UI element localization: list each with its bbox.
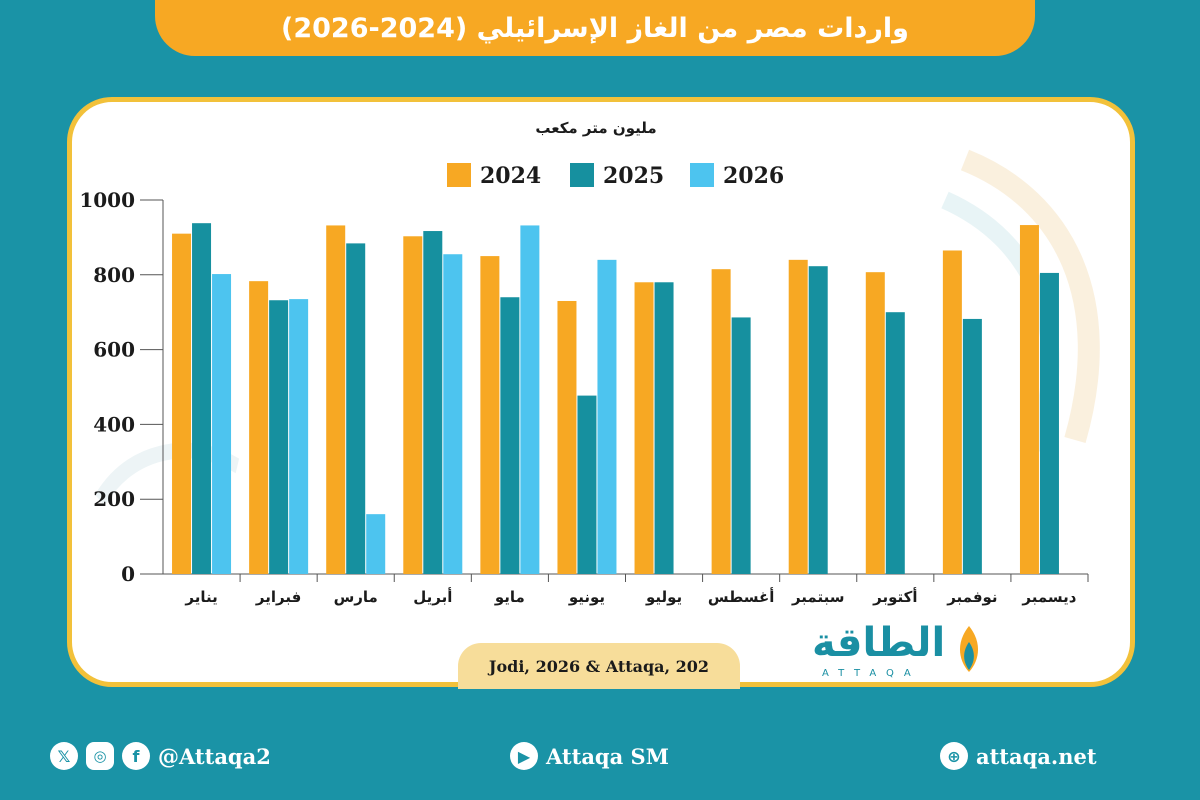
x-tick-label: يونيو bbox=[568, 588, 605, 606]
y-axis-label: مليون متر مكعب bbox=[535, 119, 656, 137]
bar-2024-11 bbox=[1019, 225, 1039, 575]
bar-2024-4 bbox=[480, 256, 500, 574]
legend-swatch-2026 bbox=[690, 163, 714, 187]
flame-icon bbox=[959, 626, 979, 672]
logo-latin-text: ATTAQA bbox=[822, 668, 921, 679]
legend-label-2026: 2026 bbox=[723, 163, 784, 189]
source-label: Jodi, 2026 & Attaqa, 202 bbox=[458, 643, 740, 689]
youtube-icon[interactable]: ▶ bbox=[510, 742, 538, 770]
y-tick-label: 400 bbox=[93, 412, 135, 436]
y-tick-label: 1000 bbox=[79, 188, 135, 212]
bar-2026-1 bbox=[289, 299, 309, 574]
page-title: واردات مصر من الغاز الإسرائيلي (2024-202… bbox=[281, 12, 909, 44]
x-icon[interactable]: 𝕏 bbox=[50, 742, 78, 770]
bar-2026-2 bbox=[366, 514, 386, 574]
x-tick-label: مايو bbox=[494, 588, 525, 606]
bar-2026-3 bbox=[443, 254, 463, 575]
youtube-channel[interactable]: Attaqa SM bbox=[546, 743, 669, 769]
footer-youtube: ▶ Attaqa SM bbox=[510, 736, 669, 776]
bar-2025-0 bbox=[192, 223, 212, 575]
y-tick-label: 200 bbox=[93, 487, 135, 511]
website-link[interactable]: attaqa.net bbox=[976, 743, 1097, 769]
social-handle[interactable]: @Attaqa2 bbox=[158, 743, 271, 769]
bar-2025-4 bbox=[500, 297, 520, 574]
title-banner: واردات مصر من الغاز الإسرائيلي (2024-202… bbox=[155, 0, 1035, 56]
bar-2025-9 bbox=[885, 312, 905, 574]
bar-2025-6 bbox=[654, 282, 674, 574]
facebook-icon[interactable]: f bbox=[122, 742, 150, 770]
bar-2025-5 bbox=[577, 395, 597, 574]
y-tick-label: 600 bbox=[93, 338, 135, 362]
bar-2024-10 bbox=[942, 250, 962, 575]
footer-website: ⊕ attaqa.net bbox=[940, 736, 1097, 776]
x-tick-label: أبريل bbox=[413, 587, 452, 606]
bar-2024-0 bbox=[172, 233, 192, 574]
x-tick-label: ديسمبر bbox=[1021, 588, 1076, 606]
x-tick-label: فبراير bbox=[255, 588, 301, 606]
logo-arabic-text: الطاقة bbox=[812, 620, 946, 666]
bar-2024-8 bbox=[788, 259, 808, 574]
y-tick-label: 800 bbox=[93, 263, 135, 287]
instagram-icon[interactable]: ◎ bbox=[86, 742, 114, 770]
bar-2025-1 bbox=[269, 300, 289, 574]
globe-icon[interactable]: ⊕ bbox=[940, 742, 968, 770]
legend-label-2025: 2025 bbox=[603, 163, 664, 189]
bar-2024-9 bbox=[865, 272, 885, 574]
bar-2026-0 bbox=[212, 274, 232, 574]
bar-2024-7 bbox=[711, 269, 731, 574]
x-tick-label: أكتوبر bbox=[872, 587, 917, 606]
bar-2025-3 bbox=[423, 231, 443, 575]
footer-social: 𝕏 ◎ f @Attaqa2 bbox=[50, 736, 271, 776]
bar-2025-7 bbox=[731, 317, 751, 574]
legend-swatch-2025 bbox=[570, 163, 594, 187]
x-tick-label: نوفمبر bbox=[946, 588, 997, 606]
bar-2025-2 bbox=[346, 243, 366, 574]
bar-2024-6 bbox=[634, 282, 654, 574]
bar-2024-2 bbox=[326, 225, 346, 574]
bar-2024-3 bbox=[403, 236, 423, 574]
bar-2026-4 bbox=[520, 225, 540, 574]
bar-2025-11 bbox=[1039, 272, 1059, 574]
bar-2025-8 bbox=[808, 266, 828, 574]
y-tick-label: 0 bbox=[121, 562, 135, 586]
bar-2024-5 bbox=[557, 300, 577, 574]
x-tick-label: سبتمبر bbox=[791, 588, 845, 606]
bar-2026-5 bbox=[597, 259, 617, 574]
x-tick-label: يناير bbox=[184, 588, 217, 606]
bar-2024-1 bbox=[249, 281, 269, 574]
legend-label-2024: 2024 bbox=[480, 163, 541, 189]
x-tick-label: مارس bbox=[334, 588, 378, 606]
x-tick-label: أغسطس bbox=[708, 587, 774, 606]
x-tick-label: يوليو bbox=[645, 588, 682, 606]
bar-2025-10 bbox=[962, 318, 982, 574]
legend-swatch-2024 bbox=[447, 163, 471, 187]
attaqa-logo: الطاقة ATTAQA bbox=[806, 620, 986, 686]
